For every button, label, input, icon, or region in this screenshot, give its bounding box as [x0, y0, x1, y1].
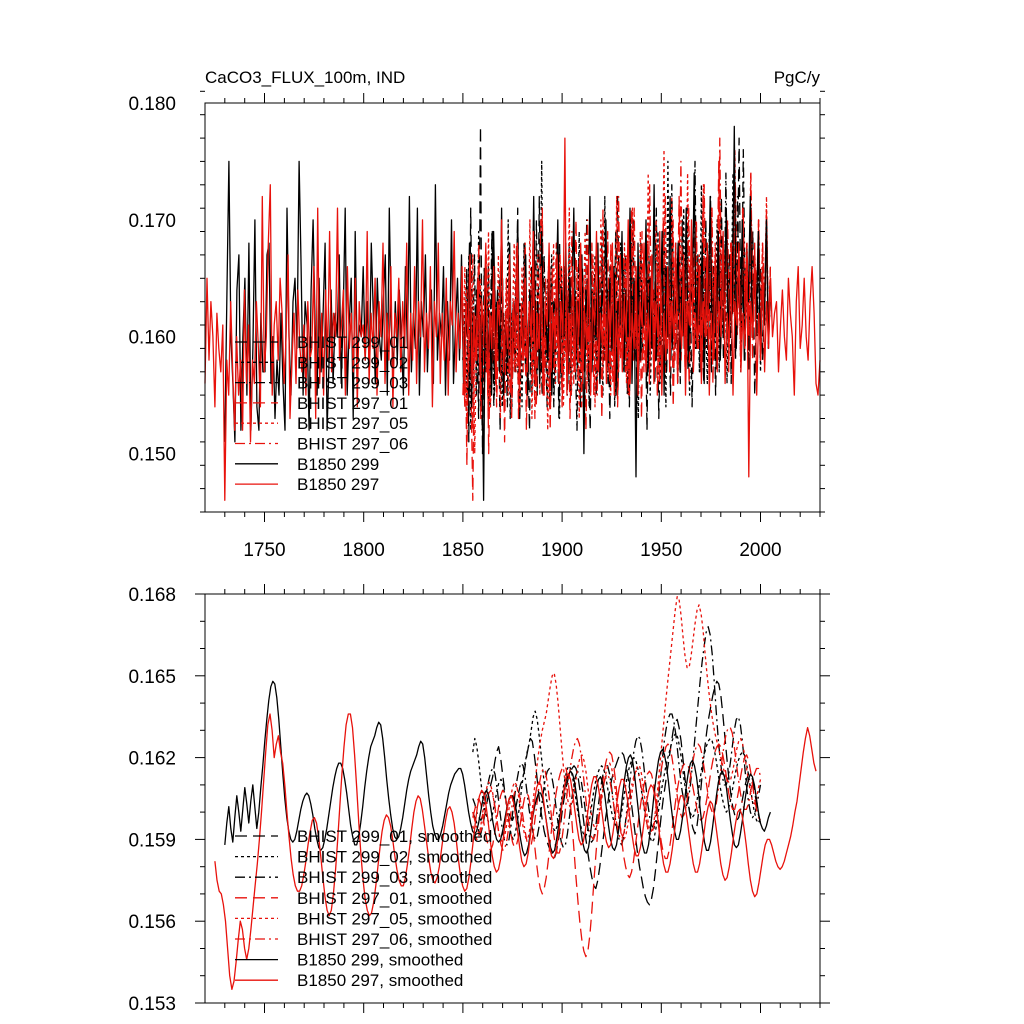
legend-label-0-5: BHIST 297_06 — [297, 435, 408, 454]
y-tick-label-1-1: 0.156 — [128, 912, 176, 933]
bottom-panel: BHIST 299_01, smoothed BHIST 299_02, smoo… — [128, 584, 830, 1015]
legend-label-0-7: B1850 297 — [297, 475, 379, 494]
series-line-1-5 — [472, 726, 762, 854]
legend-label-1-5: BHIST 297_06, smoothed — [297, 930, 492, 949]
series-line-0-7 — [204, 137, 821, 501]
series-line-1-1 — [472, 710, 762, 843]
legend-label-1-4: BHIST 297_05, smoothed — [297, 909, 492, 928]
y-tick-label-0-3: 0.180 — [128, 94, 176, 115]
y-tick-label-1-5: 0.168 — [128, 585, 176, 606]
y-tick-label-1-4: 0.165 — [128, 667, 176, 688]
legend-label-1-3: BHIST 297_01, smoothed — [297, 889, 492, 908]
series-line-1-0 — [472, 680, 762, 906]
x-tick-label-0-0: 1750 — [243, 540, 285, 561]
legend-label-1-1: BHIST 299_02, smoothed — [297, 848, 492, 867]
legend-label-0-0: BHIST 299_01 — [297, 333, 408, 352]
series-line-1-2 — [472, 626, 762, 849]
chart-title: CaCO3_FLUX_100m, IND — [205, 68, 405, 87]
legend-label-1-2: BHIST 299_03, smoothed — [297, 868, 492, 887]
y-tick-label-1-2: 0.159 — [128, 830, 176, 851]
units-label: PgC/y — [774, 68, 821, 87]
legend-label-0-6: B1850 299 — [297, 455, 379, 474]
legend-label-0-4: BHIST 297_05 — [297, 414, 408, 433]
legend-label-0-2: BHIST 299_03 — [297, 374, 408, 393]
y-tick-label-0-1: 0.160 — [128, 328, 176, 349]
y-tick-label-1-0: 0.153 — [128, 994, 176, 1015]
x-tick-label-0-1: 1800 — [343, 540, 385, 561]
y-tick-label-1-3: 0.162 — [128, 749, 176, 770]
series-line-1-6 — [224, 680, 772, 857]
plot-frame-1 — [204, 593, 821, 1004]
x-tick-label-0-5: 2000 — [739, 540, 781, 561]
x-tick-label-0-2: 1850 — [442, 540, 484, 561]
legend-label-1-0: BHIST 299_01, smoothed — [297, 827, 492, 846]
series-line-1-3 — [472, 743, 762, 958]
legend-label-1-7: B1850 297, smoothed — [297, 971, 463, 990]
x-tick-label-0-4: 1950 — [640, 540, 682, 561]
x-tick-label-0-3: 1900 — [541, 540, 583, 561]
legend-label-0-1: BHIST 299_02 — [297, 353, 408, 372]
plot-frame-0 — [204, 102, 821, 513]
y-tick-label-0-0: 0.150 — [128, 445, 176, 466]
legend-label-0-3: BHIST 297_01 — [297, 394, 408, 413]
legend-label-1-6: B1850 299, smoothed — [297, 951, 463, 970]
y-tick-label-0-2: 0.170 — [128, 211, 176, 232]
series-line-1-7 — [214, 713, 817, 991]
